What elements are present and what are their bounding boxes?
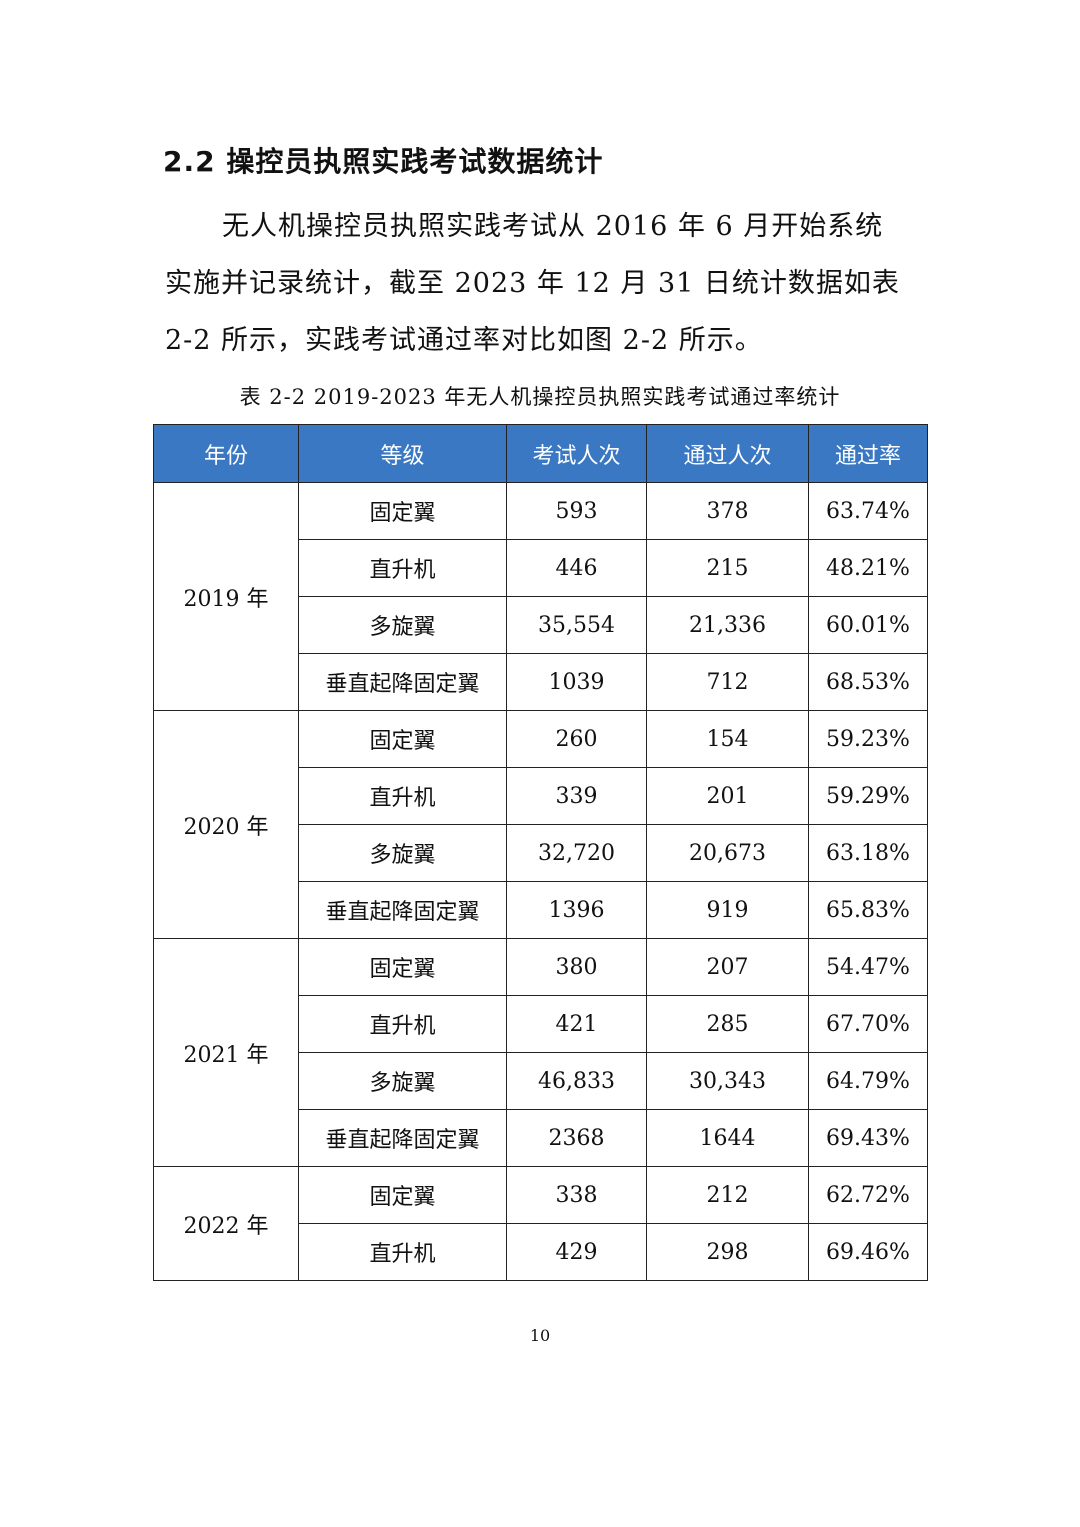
table-cell: 207: [646, 938, 809, 996]
table-cell: 直升机: [298, 539, 507, 597]
table-cell: 212: [646, 1166, 809, 1224]
table-cell: 68.53%: [808, 653, 928, 711]
page-number: 10: [529, 1326, 551, 1345]
header-cell: 通过率: [808, 424, 928, 483]
table-row: 垂直起降固定翼 2368 1644 69.43%: [154, 1109, 928, 1167]
table-cell: 35,554: [506, 596, 647, 654]
header-cell: 通过人次: [646, 424, 809, 483]
table-cell: 378: [646, 482, 809, 540]
table-cell: 64.79%: [808, 1052, 928, 1110]
table-row: 直升机 339 201 59.29%: [154, 767, 928, 825]
table-cell: 固定翼: [298, 938, 507, 996]
table-row: 2022 年固定翼 338 212 62.72%: [153, 1166, 928, 1281]
table-cell: 67.70%: [808, 995, 928, 1053]
year-cell: 2021 年: [153, 938, 299, 1167]
table-row: 直升机 429 298 69.46%: [154, 1223, 928, 1281]
table-cell: 593: [506, 482, 647, 540]
year-cell: 2022 年: [153, 1166, 299, 1281]
table-row: 直升机 421 285 67.70%: [154, 995, 928, 1053]
header-cell: 考试人次: [506, 424, 647, 483]
table-cell: 63.74%: [808, 482, 928, 540]
table-cell: 垂直起降固定翼: [298, 881, 507, 939]
table-cell: 21,336: [646, 596, 809, 654]
table-cell: 59.23%: [808, 710, 928, 768]
table-body: 2019 年固定翼 593 378 63.74% 直升机 446 215 48.21% 多旋翼 3…: [153, 482, 928, 1281]
header-cell: 等级: [298, 424, 507, 483]
table-row: 垂直起降固定翼 1396 919 65.83%: [154, 881, 928, 939]
table-cell: 垂直起降固定翼: [298, 1109, 507, 1167]
table-cell: 215: [646, 539, 809, 597]
table-cell: 1039: [506, 653, 647, 711]
table-cell: 32,720: [506, 824, 647, 882]
table-cell: 62.72%: [808, 1166, 928, 1224]
table-row: 多旋翼 32,720 20,673 63.18%: [154, 824, 928, 882]
year-cell: 2020 年: [153, 710, 299, 939]
header-cell: 年份: [153, 424, 299, 483]
table-cell: 285: [646, 995, 809, 1053]
year-cell: 2019 年: [153, 482, 299, 711]
table-cell: 298: [646, 1223, 809, 1281]
table-row: 2019 年固定翼 593 378 63.74%: [153, 482, 928, 711]
table-cell: 919: [646, 881, 809, 939]
table-cell: 固定翼: [298, 482, 507, 540]
paragraph: 无人机操控员执照实践考试从 2016 年 6 月开始系统实施并记录统计，截至 2…: [165, 211, 900, 356]
table-row: 垂直起降固定翼 1039 712 68.53%: [154, 653, 928, 711]
data-table: 年份 等级 考试人次 通过人次 通过率 2019 年固定翼 593 378 63.74% 直升机…: [153, 424, 928, 1281]
table-cell: 48.21%: [808, 539, 928, 597]
table-cell: 直升机: [298, 1223, 507, 1281]
table-cell: 421: [506, 995, 647, 1053]
table-row: 2020 年固定翼 260 154 59.23%: [153, 710, 928, 939]
table-cell: 60.01%: [808, 596, 928, 654]
table-cell: 69.43%: [808, 1109, 928, 1167]
table-cell: 2368: [506, 1109, 647, 1167]
table-cell: 712: [646, 653, 809, 711]
table-cell: 固定翼: [298, 1166, 507, 1224]
table-cell: 59.29%: [808, 767, 928, 825]
table-cell: 154: [646, 710, 809, 768]
table-cell: 多旋翼: [298, 824, 507, 882]
table-cell: 多旋翼: [298, 1052, 507, 1110]
section-heading: 2.2 操控员执照实践考试数据统计: [163, 145, 604, 178]
table-cell: 65.83%: [808, 881, 928, 939]
table-cell: 30,343: [646, 1052, 809, 1110]
table-cell: 339: [506, 767, 647, 825]
table-row: 2021 年固定翼 380 207 54.47%: [153, 938, 928, 1167]
table-cell: 固定翼: [298, 710, 507, 768]
table-cell: 1644: [646, 1109, 809, 1167]
table-cell: 429: [506, 1223, 647, 1281]
table-cell: 46,833: [506, 1052, 647, 1110]
table-cell: 380: [506, 938, 647, 996]
table-caption: 表 2-2 2019-2023 年无人机操控员执照实践考试通过率统计: [239, 385, 841, 409]
table-cell: 垂直起降固定翼: [298, 653, 507, 711]
table-cell: 54.47%: [808, 938, 928, 996]
table-cell: 1396: [506, 881, 647, 939]
table-cell: 260: [506, 710, 647, 768]
table-cell: 338: [506, 1166, 647, 1224]
header-row: 年份 等级 考试人次 通过人次 通过率: [153, 424, 928, 483]
table-cell: 69.46%: [808, 1223, 928, 1281]
table-cell: 201: [646, 767, 809, 825]
table-cell: 20,673: [646, 824, 809, 882]
table-cell: 多旋翼: [298, 596, 507, 654]
table-cell: 直升机: [298, 995, 507, 1053]
table-cell: 63.18%: [808, 824, 928, 882]
table-cell: 446: [506, 539, 647, 597]
table-cell: 直升机: [298, 767, 507, 825]
